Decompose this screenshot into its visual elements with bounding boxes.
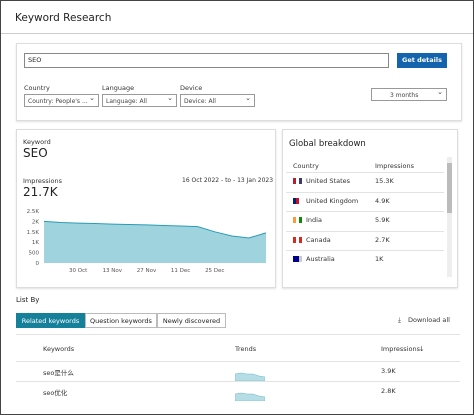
tab[interactable]: Question keywords: [85, 313, 157, 328]
trend-chart: 0 500 1K 1.5K 2K 2.5K 30 Oct 13 Nov 27 Nov 11 Dec…: [27, 209, 267, 274]
keyword: SEO: [23, 146, 48, 160]
row-divider: [286, 230, 444, 232]
flag: [293, 178, 302, 184]
list-title: List By: [16, 296, 40, 304]
x-tick-label: 25 Dec: [205, 268, 224, 274]
x-tick-label: 13 Nov: [103, 268, 123, 274]
filter-dropdown[interactable]: Device: All: [180, 92, 255, 107]
flag: [293, 197, 302, 204]
y-tick-label: 1K: [32, 240, 39, 246]
flag: [293, 217, 302, 223]
area: [44, 221, 266, 263]
row-divider: [286, 191, 444, 193]
filter-label: Country: [24, 84, 50, 92]
search-input[interactable]: SEO: [24, 53, 389, 68]
download-icon: ⤓: [398, 316, 401, 324]
country: Canada: [306, 235, 331, 244]
date-dropdown[interactable]: 3 months: [371, 86, 447, 101]
metric-label: Impressions: [23, 177, 62, 185]
y-tick-label: 0: [36, 261, 40, 267]
y-tick-label: 1.5K: [27, 230, 40, 236]
y-tick-label: 2K: [32, 219, 39, 225]
sparkline: [234, 386, 266, 402]
divider: [16, 334, 460, 335]
keyword: seo优化: [43, 389, 68, 397]
row-divider: [286, 250, 444, 251]
country: United States: [306, 177, 351, 185]
impressions: 3.9K: [381, 367, 396, 375]
breakdown-card: [282, 129, 458, 288]
column-header: Keywords: [43, 345, 75, 353]
impressions: 1K: [375, 255, 384, 263]
line: [43, 220, 267, 239]
column-header: Trends: [235, 345, 257, 353]
row-divider: [16, 381, 460, 382]
column-header: Impressions: [375, 162, 414, 170]
search-panel: [16, 43, 462, 121]
y-tick-label: 500: [29, 251, 40, 257]
row-divider: [16, 361, 460, 362]
breakdown-title: Global breakdown: [289, 139, 366, 149]
get-details-button[interactable]: Get details: [397, 53, 447, 68]
flag: [293, 236, 302, 243]
page-title: Keyword Research: [15, 12, 112, 24]
download-all[interactable]: Download all: [408, 316, 450, 324]
x-tick-label: 30 Oct: [69, 268, 88, 274]
country: United Kingdom: [306, 196, 359, 205]
filter-dropdown[interactable]: Country: People's ...: [24, 92, 99, 107]
x-tick-label: 11 Dec: [171, 268, 190, 274]
filter-label: Device: [180, 84, 203, 92]
total: 21.7K: [23, 185, 58, 199]
flag: [293, 256, 302, 262]
filter-label: Language: [102, 84, 135, 92]
row-divider: [286, 211, 444, 212]
filter-dropdown[interactable]: Language: All: [102, 92, 177, 107]
country: Australia: [306, 255, 335, 263]
country: India: [306, 216, 322, 224]
impressions: 2.7K: [375, 235, 390, 244]
sparkline: [234, 366, 266, 382]
keyword: seo是什么: [43, 369, 74, 377]
row-divider: [286, 172, 444, 173]
column-header: Country: [293, 162, 319, 170]
impressions: 2.8K: [381, 387, 396, 395]
impressions: 15.3K: [375, 177, 394, 185]
scrollbar: [447, 157, 452, 277]
x-tick-label: 27 Nov: [137, 268, 157, 274]
tab[interactable]: Newly discovered: [157, 313, 226, 328]
y-tick-label: 2.5K: [27, 209, 40, 215]
tab[interactable]: Related keywords: [16, 313, 85, 328]
period: 16 Oct 2022 - to - 13 Jan 2023: [182, 177, 274, 184]
impressions: 5.9K: [375, 216, 390, 224]
column-header: Impressions: [381, 345, 420, 353]
impressions: 4.9K: [375, 196, 390, 205]
divider: [1, 33, 473, 34]
keyword-label: Keyword: [23, 138, 51, 146]
sort-icon[interactable]: ↓: [419, 345, 425, 353]
